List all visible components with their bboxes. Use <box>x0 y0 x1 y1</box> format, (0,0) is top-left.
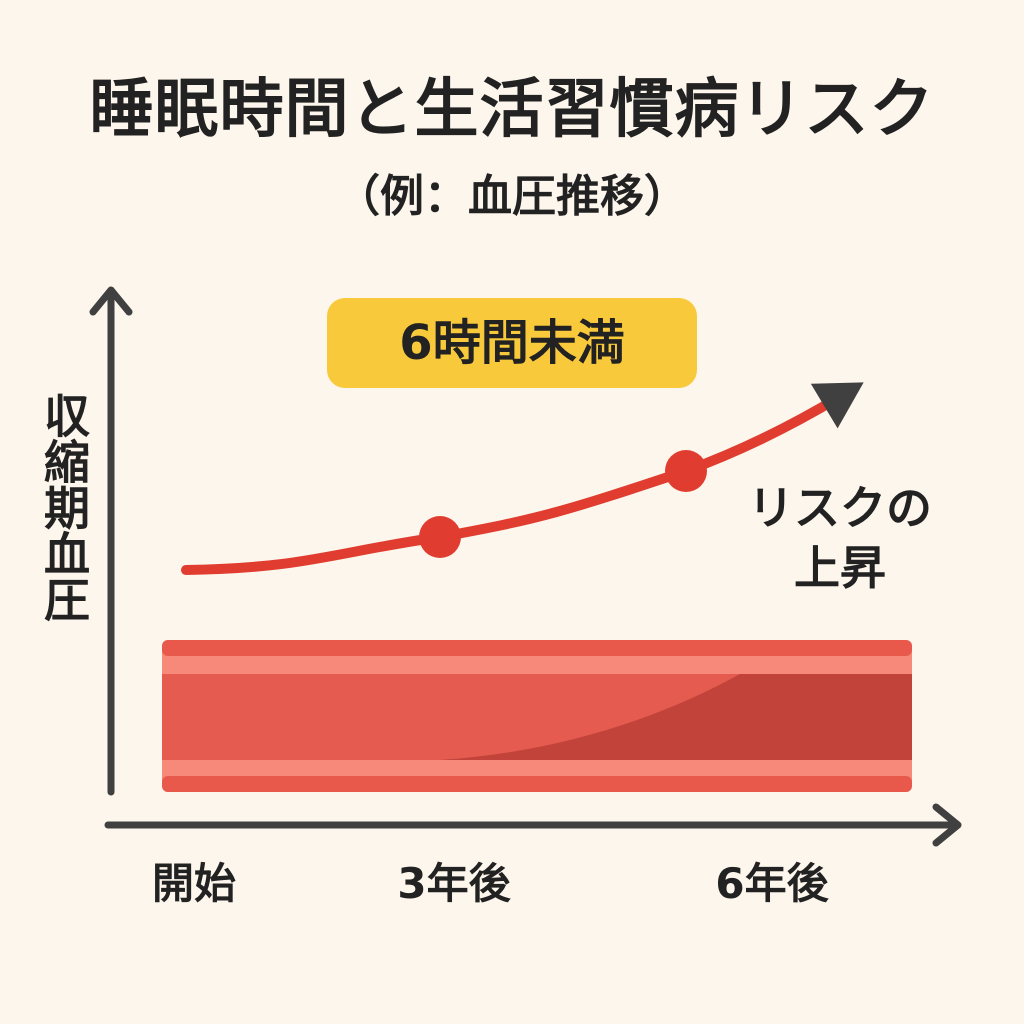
data-point-marker <box>665 450 707 492</box>
series-layer <box>181 382 864 575</box>
risk-annotation-line-1: リスクの <box>748 481 932 535</box>
vessel-wall-bottom <box>162 776 912 792</box>
x-axis-arrowhead <box>932 803 962 847</box>
x-tick-label: 3年後 <box>397 859 511 908</box>
blood-vessel-illustration <box>162 640 912 792</box>
trend-arrowhead <box>810 382 864 429</box>
vessel-wall-top <box>162 640 912 656</box>
x-tick-label: 開始 <box>151 859 236 908</box>
chart-title: 睡眠時間と生活習慣病リスク <box>89 73 935 147</box>
vessel-plaque <box>440 674 912 760</box>
series-badge: 6時間未満 <box>327 298 697 388</box>
y-axis-arrowhead <box>89 286 133 316</box>
y-axis-label: 収縮期血圧 <box>37 392 91 622</box>
axes <box>89 286 962 847</box>
risk-annotation: リスクの 上昇 <box>730 478 950 598</box>
series-line <box>181 391 845 575</box>
chart-subtitle: （例：血圧推移） <box>336 171 688 222</box>
data-point-marker <box>419 516 461 558</box>
x-tick-label: 6年後 <box>715 859 829 908</box>
risk-annotation-line-2: 上昇 <box>794 541 886 595</box>
